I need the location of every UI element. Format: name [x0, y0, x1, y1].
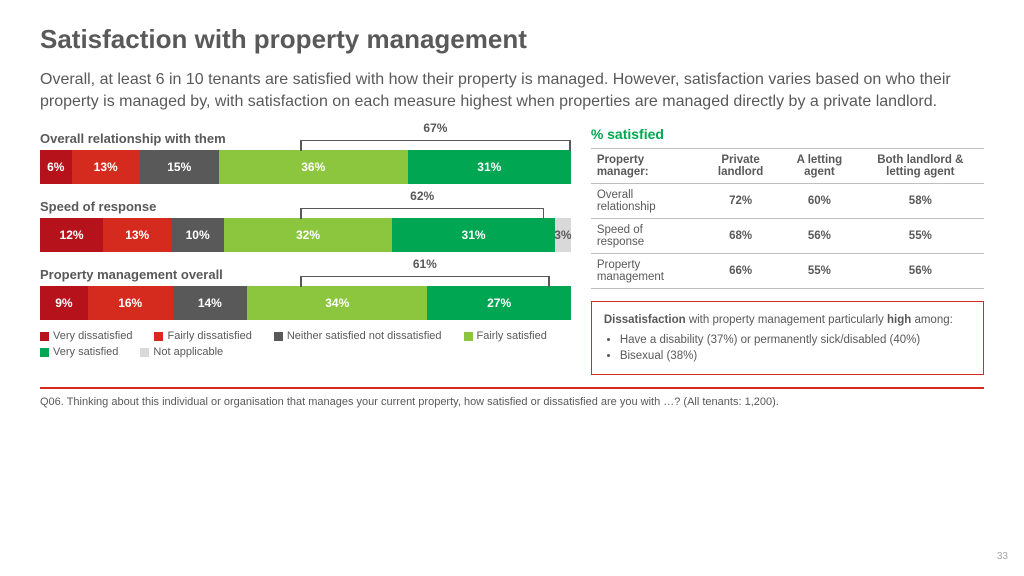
footer-rule — [40, 387, 984, 389]
chart-block: Property management overall61%9%16%14%34… — [40, 262, 571, 320]
callout-strong2: high — [887, 314, 911, 326]
stacked-bar: 6%13%15%36%31% — [40, 150, 571, 184]
page-number: 33 — [997, 551, 1008, 562]
legend-label: Very dissatisfied — [53, 330, 132, 342]
bar-segment: 16% — [88, 286, 173, 320]
legend-item: Fairly satisfied — [464, 330, 547, 342]
legend: Very dissatisfied Fairly dissatisfied Neit… — [40, 330, 571, 358]
summary-text: Overall, at least 6 in 10 tenants are sa… — [40, 69, 984, 112]
table-head-rowlabel: Property manager: — [591, 149, 699, 184]
legend-label: Neither satisfied not dissatisfied — [287, 330, 442, 342]
callout-tail: among: — [911, 314, 953, 326]
bar-segment: 13% — [103, 218, 171, 252]
bar-segment: 9% — [40, 286, 88, 320]
bar-segment: 15% — [140, 150, 219, 184]
legend-label: Very satisfied — [53, 346, 118, 358]
bracket: 61% — [300, 276, 549, 286]
chart-block: Overall relationship with them67%6%13%15… — [40, 126, 571, 184]
table-cell: 72% — [699, 184, 782, 219]
legend-item: Neither satisfied not dissatisfied — [274, 330, 442, 342]
callout-bullets: Have a disability (37%) or permanently s… — [620, 332, 971, 364]
table-cell: 55% — [782, 254, 856, 289]
bar-segment: 31% — [408, 150, 571, 184]
legend-swatch — [140, 348, 149, 357]
content-columns: Overall relationship with them67%6%13%15… — [40, 126, 984, 375]
bracket-label: 62% — [406, 189, 438, 203]
bar-segment: 36% — [219, 150, 408, 184]
charts-host: Overall relationship with them67%6%13%15… — [40, 126, 571, 320]
legend-item: Very dissatisfied — [40, 330, 132, 342]
footer-text: Q06. Thinking about this individual or o… — [40, 395, 984, 409]
bar-segment: 32% — [224, 218, 392, 252]
table-rowlabel: Overall relationship — [591, 184, 699, 219]
stacked-bar: 12%13%10%32%31%3% — [40, 218, 571, 252]
legend-swatch — [154, 332, 163, 341]
table-rowlabel: Property management — [591, 254, 699, 289]
bar-segment: 13% — [72, 150, 140, 184]
bar-segment: 27% — [427, 286, 570, 320]
legend-item: Not applicable — [140, 346, 223, 358]
table-cell: 56% — [782, 219, 856, 254]
table-cell: 60% — [782, 184, 856, 219]
bar-segment: 12% — [40, 218, 103, 252]
chart-block: Speed of response62%12%13%10%32%31%3% — [40, 194, 571, 252]
legend-label: Not applicable — [153, 346, 223, 358]
table-head-col: Private landlord — [699, 149, 782, 184]
table-rowlabel: Speed of response — [591, 219, 699, 254]
legend-label: Fairly dissatisfied — [167, 330, 251, 342]
table-cell: 58% — [857, 184, 984, 219]
table-cell: 56% — [857, 254, 984, 289]
bracket-label: 61% — [409, 257, 441, 271]
table-cell: 66% — [699, 254, 782, 289]
bar-segment: 3% — [555, 218, 571, 252]
bar-segment: 6% — [40, 150, 72, 184]
table-row: Speed of response68%56%55% — [591, 219, 984, 254]
page-title: Satisfaction with property management — [40, 24, 984, 55]
bracket: 62% — [300, 208, 544, 218]
table-head-col: A letting agent — [782, 149, 856, 184]
bar-segment: 31% — [392, 218, 555, 252]
legend-swatch — [40, 348, 49, 357]
table-cell: 68% — [699, 219, 782, 254]
chart-title: Speed of response — [40, 199, 156, 214]
sat-heading: % satisfied — [591, 126, 984, 142]
legend-item: Fairly dissatisfied — [154, 330, 251, 342]
right-column: % satisfied Property manager:Private lan… — [591, 126, 984, 375]
legend-label: Fairly satisfied — [477, 330, 547, 342]
callout-bullet: Have a disability (37%) or permanently s… — [620, 332, 971, 348]
table-row: Overall relationship72%60%58% — [591, 184, 984, 219]
bar-segment: 14% — [173, 286, 247, 320]
table-cell: 55% — [857, 219, 984, 254]
bracket-label: 67% — [419, 121, 451, 135]
bracket: 67% — [300, 140, 571, 150]
stacked-bar: 9%16%14%34%27% — [40, 286, 571, 320]
bar-segment: 34% — [247, 286, 427, 320]
callout-bullet: Bisexual (38%) — [620, 348, 971, 364]
sat-table: Property manager:Private landlordA letti… — [591, 148, 984, 289]
table-row: Property management66%55%56% — [591, 254, 984, 289]
callout-strong1: Dissatisfaction — [604, 314, 686, 326]
table-head-col: Both landlord & letting agent — [857, 149, 984, 184]
legend-swatch — [274, 332, 283, 341]
left-column: Overall relationship with them67%6%13%15… — [40, 126, 571, 375]
callout-box: Dissatisfaction with property management… — [591, 301, 984, 375]
callout-lead: Dissatisfaction with property management… — [604, 314, 953, 326]
legend-item: Very satisfied — [40, 346, 118, 358]
legend-swatch — [464, 332, 473, 341]
legend-swatch — [40, 332, 49, 341]
chart-title: Overall relationship with them — [40, 131, 226, 146]
bar-segment: 10% — [171, 218, 224, 252]
chart-title: Property management overall — [40, 267, 223, 282]
callout-mid: with property management particularly — [686, 314, 887, 326]
